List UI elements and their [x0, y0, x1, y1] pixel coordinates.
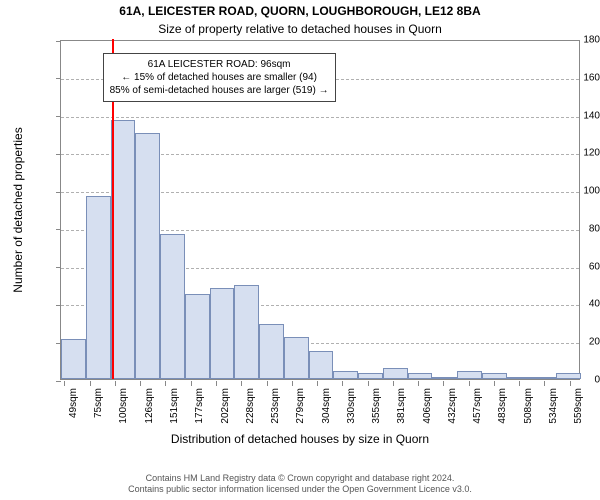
histogram-bar	[135, 133, 160, 379]
xtick-mark	[267, 381, 268, 386]
annotation-line: ← 15% of detached houses are smaller (94…	[110, 71, 329, 84]
xtick-label: 457sqm	[472, 388, 483, 424]
histogram-bar	[61, 339, 86, 379]
xtick-label: 100sqm	[118, 388, 129, 424]
title-main: 61A, LEICESTER ROAD, QUORN, LOUGHBOROUGH…	[0, 4, 600, 18]
ytick-label: 20	[548, 337, 600, 348]
xtick-label: 253sqm	[270, 388, 281, 424]
ytick-label: 0	[548, 375, 600, 386]
ytick-mark	[56, 305, 61, 306]
ytick-label: 120	[548, 148, 600, 159]
xtick-mark	[368, 381, 369, 386]
xtick-label: 406sqm	[422, 388, 433, 424]
xtick-mark	[140, 381, 141, 386]
gridline-y	[61, 117, 579, 118]
xtick-label: 177sqm	[194, 388, 205, 424]
xtick-mark	[544, 381, 545, 386]
xtick-label: 508sqm	[523, 388, 534, 424]
xtick-label: 49sqm	[68, 388, 79, 418]
ytick-label: 40	[548, 299, 600, 310]
ytick-mark	[56, 78, 61, 79]
xtick-label: 534sqm	[548, 388, 559, 424]
histogram-bar	[284, 337, 309, 379]
xtick-label: 304sqm	[321, 388, 332, 424]
xtick-mark	[418, 381, 419, 386]
xtick-label: 75sqm	[93, 388, 104, 418]
xtick-label: 151sqm	[169, 388, 180, 424]
ytick-mark	[56, 192, 61, 193]
histogram-plot-area: 61A LEICESTER ROAD: 96sqm← 15% of detach…	[60, 40, 580, 380]
histogram-bar	[259, 324, 284, 379]
xtick-mark	[443, 381, 444, 386]
histogram-bar	[111, 120, 136, 379]
xtick-mark	[469, 381, 470, 386]
xtick-label: 202sqm	[220, 388, 231, 424]
histogram-bar	[160, 234, 185, 379]
ytick-mark	[56, 154, 61, 155]
xtick-label: 126sqm	[144, 388, 155, 424]
xtick-label: 228sqm	[245, 388, 256, 424]
xtick-mark	[519, 381, 520, 386]
ytick-label: 140	[548, 110, 600, 121]
y-axis-label: Number of detached properties	[11, 127, 25, 292]
xtick-mark	[115, 381, 116, 386]
ytick-label: 60	[548, 261, 600, 272]
ytick-label: 160	[548, 72, 600, 83]
x-axis-label: Distribution of detached houses by size …	[0, 432, 600, 446]
xtick-label: 483sqm	[497, 388, 508, 424]
annotation-box: 61A LEICESTER ROAD: 96sqm← 15% of detach…	[103, 53, 336, 102]
ytick-label: 100	[548, 186, 600, 197]
xtick-mark	[241, 381, 242, 386]
xtick-mark	[292, 381, 293, 386]
histogram-bar	[358, 373, 383, 379]
footer-line-1: Contains HM Land Registry data © Crown c…	[0, 473, 600, 485]
histogram-bar	[457, 371, 482, 379]
histogram-bar	[383, 368, 408, 379]
histogram-bar	[234, 285, 259, 379]
footer-line-2: Contains public sector information licen…	[0, 484, 600, 496]
ytick-mark	[56, 41, 61, 42]
xtick-mark	[342, 381, 343, 386]
histogram-bar	[482, 373, 507, 379]
xtick-label: 559sqm	[573, 388, 584, 424]
xtick-mark	[191, 381, 192, 386]
histogram-bar	[507, 377, 532, 379]
annotation-line: 61A LEICESTER ROAD: 96sqm	[110, 58, 329, 71]
annotation-line: 85% of semi-detached houses are larger (…	[110, 84, 329, 97]
xtick-label: 432sqm	[447, 388, 458, 424]
footer-credits: Contains HM Land Registry data © Crown c…	[0, 473, 600, 496]
ytick-mark	[56, 267, 61, 268]
xtick-mark	[317, 381, 318, 386]
ytick-mark	[56, 381, 61, 382]
ytick-label: 80	[548, 223, 600, 234]
ytick-mark	[56, 116, 61, 117]
xtick-label: 279sqm	[295, 388, 306, 424]
xtick-mark	[216, 381, 217, 386]
xtick-mark	[393, 381, 394, 386]
histogram-bar	[432, 377, 457, 379]
histogram-bar	[86, 196, 111, 379]
xtick-label: 381sqm	[396, 388, 407, 424]
xtick-label: 330sqm	[346, 388, 357, 424]
histogram-bar	[333, 371, 358, 379]
histogram-bar	[309, 351, 334, 379]
ytick-mark	[56, 229, 61, 230]
ytick-label: 180	[548, 35, 600, 46]
xtick-mark	[165, 381, 166, 386]
xtick-mark	[494, 381, 495, 386]
histogram-bar	[185, 294, 210, 379]
title-sub: Size of property relative to detached ho…	[0, 22, 600, 36]
xtick-mark	[64, 381, 65, 386]
histogram-bar	[210, 288, 235, 379]
xtick-mark	[90, 381, 91, 386]
xtick-label: 355sqm	[371, 388, 382, 424]
histogram-bar	[408, 373, 433, 379]
